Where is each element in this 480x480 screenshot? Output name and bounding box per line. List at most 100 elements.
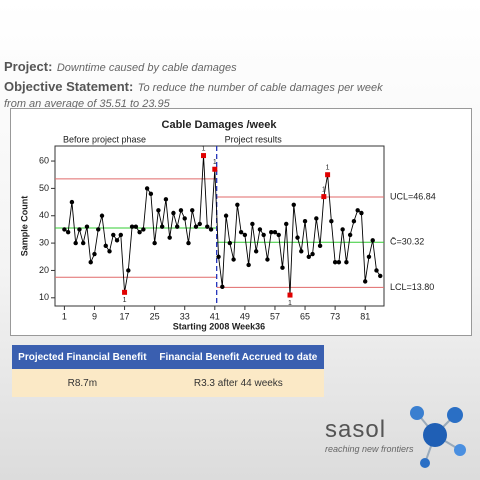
point [216, 254, 221, 259]
point [242, 232, 248, 238]
flagged-point [287, 292, 293, 298]
logo: sasol reaching new frontiers [325, 416, 414, 454]
flagged-point [212, 166, 218, 172]
flag-label: 1 [202, 145, 206, 152]
flag-label: 1 [213, 159, 217, 166]
x-tick-label: 9 [92, 311, 97, 321]
phase-label: Project results [225, 134, 283, 144]
point [265, 257, 270, 262]
point [220, 284, 225, 290]
point [280, 265, 285, 270]
x-tick-label: 49 [240, 311, 250, 321]
point [317, 243, 323, 249]
point [175, 224, 180, 229]
point [205, 224, 210, 229]
lcl-label: LCL=13.80 [390, 282, 434, 292]
text: from an average of 35.51 to 23.95 [4, 98, 170, 110]
ucl-label: UCL=46.84 [390, 191, 436, 201]
point [344, 260, 349, 265]
cl-label: C̄=30.32 [390, 237, 424, 247]
cell: R3.3 after 44 weeks [152, 369, 324, 397]
point [306, 254, 311, 259]
point [81, 240, 86, 246]
point [69, 199, 75, 205]
point [73, 240, 78, 246]
flag-label: 1 [326, 165, 330, 172]
point [261, 232, 266, 238]
point [374, 268, 379, 273]
flagged-point [325, 172, 331, 178]
point [144, 186, 150, 191]
flagged-point [201, 153, 207, 159]
point [250, 221, 255, 227]
flagged-point [321, 194, 327, 200]
point [114, 238, 120, 243]
chart-title: Cable Damages /week [162, 119, 278, 131]
point [152, 240, 157, 246]
x-tick-label: 25 [150, 311, 160, 321]
text: Downtime caused by cable damages [56, 62, 237, 74]
point [126, 268, 131, 273]
point [235, 202, 240, 208]
label: Project: [4, 59, 53, 74]
logo-molecule [410, 406, 466, 468]
point [159, 224, 165, 229]
benefit-table: Projected Financial Benefit Financial Ben… [12, 345, 324, 397]
point [190, 208, 195, 213]
point [299, 249, 304, 254]
x-tick-label: 81 [360, 311, 370, 321]
point [246, 262, 251, 268]
header-cell: Projected Financial Benefit [12, 345, 153, 369]
y-axis-label: Sample Count [19, 196, 29, 257]
point [253, 249, 259, 254]
point [62, 227, 67, 232]
point [314, 216, 319, 221]
y-tick-label: 60 [39, 155, 49, 165]
x-tick-label: 1 [62, 311, 67, 321]
point [107, 249, 112, 254]
flag-label: 1 [123, 297, 127, 304]
x-tick-label: 73 [330, 311, 340, 321]
point [141, 227, 146, 232]
point [77, 227, 82, 232]
point [103, 243, 108, 249]
chart-box: Cable Damages /week Starting 2008 Week36… [10, 108, 472, 336]
x-tick-label: 17 [120, 311, 130, 321]
logo-tagline: reaching new frontiers [325, 444, 414, 454]
header-cell: Financial Benefit Accrued to date [152, 345, 324, 369]
phase-label: Before project phase [63, 134, 146, 144]
point [178, 208, 184, 213]
x-axis-label: Starting 2008 Week36 [173, 321, 265, 331]
x-tick-label: 33 [180, 311, 190, 321]
point [378, 273, 383, 279]
point [302, 219, 308, 224]
point [118, 232, 124, 238]
y-tick-label: 20 [39, 265, 49, 275]
point [99, 213, 105, 218]
point [137, 229, 142, 235]
point [208, 227, 214, 232]
flagged-point [122, 289, 128, 295]
point [182, 216, 187, 221]
point [359, 210, 364, 216]
point [84, 224, 90, 229]
point [329, 219, 334, 224]
point [340, 227, 345, 232]
point [88, 260, 93, 265]
point [167, 235, 172, 240]
point [231, 257, 236, 262]
cell: R8.7m [12, 369, 153, 397]
plot-frame [54, 145, 385, 307]
point [276, 232, 281, 238]
logo-name: sasol [325, 416, 387, 443]
point [238, 229, 244, 235]
flag-label: 1 [288, 300, 292, 307]
point [65, 229, 71, 235]
point [284, 221, 289, 227]
point [163, 197, 169, 202]
point [257, 227, 263, 232]
point [347, 232, 353, 238]
point [186, 240, 191, 246]
point [336, 260, 342, 265]
point [129, 224, 135, 229]
